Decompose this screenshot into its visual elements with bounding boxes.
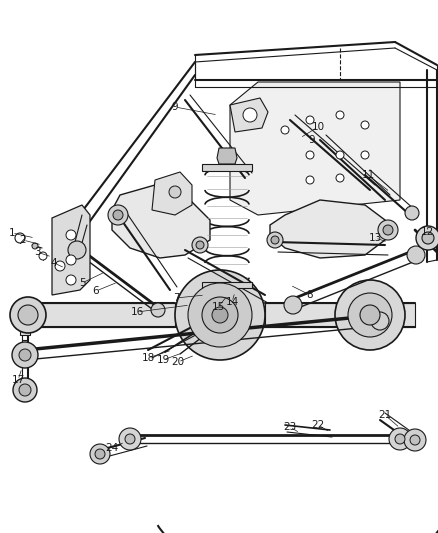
Text: 20: 20: [171, 357, 184, 367]
Circle shape: [151, 303, 165, 317]
Polygon shape: [112, 185, 210, 258]
Polygon shape: [265, 303, 415, 327]
Text: 11: 11: [361, 170, 374, 180]
Circle shape: [267, 232, 283, 248]
Circle shape: [416, 226, 438, 250]
Circle shape: [66, 255, 76, 265]
Text: 6: 6: [93, 286, 99, 296]
Circle shape: [196, 241, 204, 249]
Circle shape: [95, 449, 105, 459]
Circle shape: [32, 243, 38, 249]
Circle shape: [410, 435, 420, 445]
Circle shape: [13, 378, 37, 402]
Polygon shape: [202, 164, 252, 171]
Circle shape: [281, 126, 289, 134]
Circle shape: [348, 293, 392, 337]
Circle shape: [306, 176, 314, 184]
Text: 8: 8: [307, 290, 313, 300]
Polygon shape: [270, 200, 385, 258]
Circle shape: [66, 230, 76, 240]
Polygon shape: [152, 172, 192, 215]
Circle shape: [336, 111, 344, 119]
Circle shape: [271, 236, 279, 244]
Circle shape: [361, 151, 369, 159]
Circle shape: [212, 307, 228, 323]
Text: 5: 5: [79, 278, 85, 288]
Circle shape: [66, 275, 76, 285]
Text: 13: 13: [368, 233, 381, 243]
Text: 15: 15: [212, 302, 225, 312]
Polygon shape: [52, 205, 90, 295]
Text: 22: 22: [311, 420, 325, 430]
Text: 18: 18: [141, 353, 155, 363]
Text: 9: 9: [172, 102, 178, 112]
Text: 24: 24: [106, 443, 119, 453]
Polygon shape: [202, 282, 252, 288]
Circle shape: [192, 237, 208, 253]
Circle shape: [55, 261, 65, 271]
Text: 4: 4: [51, 258, 57, 268]
Circle shape: [18, 305, 38, 325]
Circle shape: [68, 241, 86, 259]
Circle shape: [389, 428, 411, 450]
Text: 12: 12: [420, 227, 434, 237]
Circle shape: [306, 151, 314, 159]
Polygon shape: [217, 148, 237, 164]
Text: 23: 23: [283, 422, 297, 432]
Circle shape: [108, 205, 128, 225]
Text: 1: 1: [9, 228, 15, 238]
Circle shape: [119, 428, 141, 450]
Polygon shape: [230, 98, 268, 132]
Circle shape: [19, 349, 31, 361]
Circle shape: [405, 206, 419, 220]
Circle shape: [371, 312, 389, 330]
Polygon shape: [28, 303, 175, 327]
Circle shape: [175, 270, 265, 360]
Circle shape: [336, 151, 344, 159]
Circle shape: [335, 280, 405, 350]
Circle shape: [19, 384, 31, 396]
Circle shape: [15, 233, 25, 243]
Circle shape: [395, 434, 405, 444]
Circle shape: [361, 121, 369, 129]
Text: 19: 19: [156, 355, 170, 365]
Circle shape: [10, 297, 46, 333]
Circle shape: [404, 429, 426, 451]
Text: 21: 21: [378, 410, 392, 420]
Text: 14: 14: [226, 297, 239, 307]
Polygon shape: [230, 82, 400, 215]
Text: 9: 9: [309, 135, 315, 145]
Text: 7: 7: [173, 293, 179, 303]
Circle shape: [243, 108, 257, 122]
Circle shape: [113, 210, 123, 220]
Circle shape: [378, 220, 398, 240]
Circle shape: [360, 305, 380, 325]
Text: 10: 10: [311, 122, 325, 132]
Circle shape: [169, 186, 181, 198]
Circle shape: [202, 297, 238, 333]
Circle shape: [125, 434, 135, 444]
Circle shape: [90, 444, 110, 464]
Polygon shape: [20, 305, 30, 335]
Circle shape: [188, 283, 252, 347]
Text: 17: 17: [11, 375, 25, 385]
Text: 3: 3: [34, 247, 40, 257]
Circle shape: [383, 225, 393, 235]
Circle shape: [306, 116, 314, 124]
Circle shape: [336, 174, 344, 182]
Circle shape: [39, 252, 47, 260]
Circle shape: [407, 246, 425, 264]
Text: 16: 16: [131, 307, 144, 317]
Circle shape: [12, 342, 38, 368]
Text: 2: 2: [20, 235, 26, 245]
Circle shape: [284, 296, 302, 314]
Circle shape: [422, 232, 434, 244]
